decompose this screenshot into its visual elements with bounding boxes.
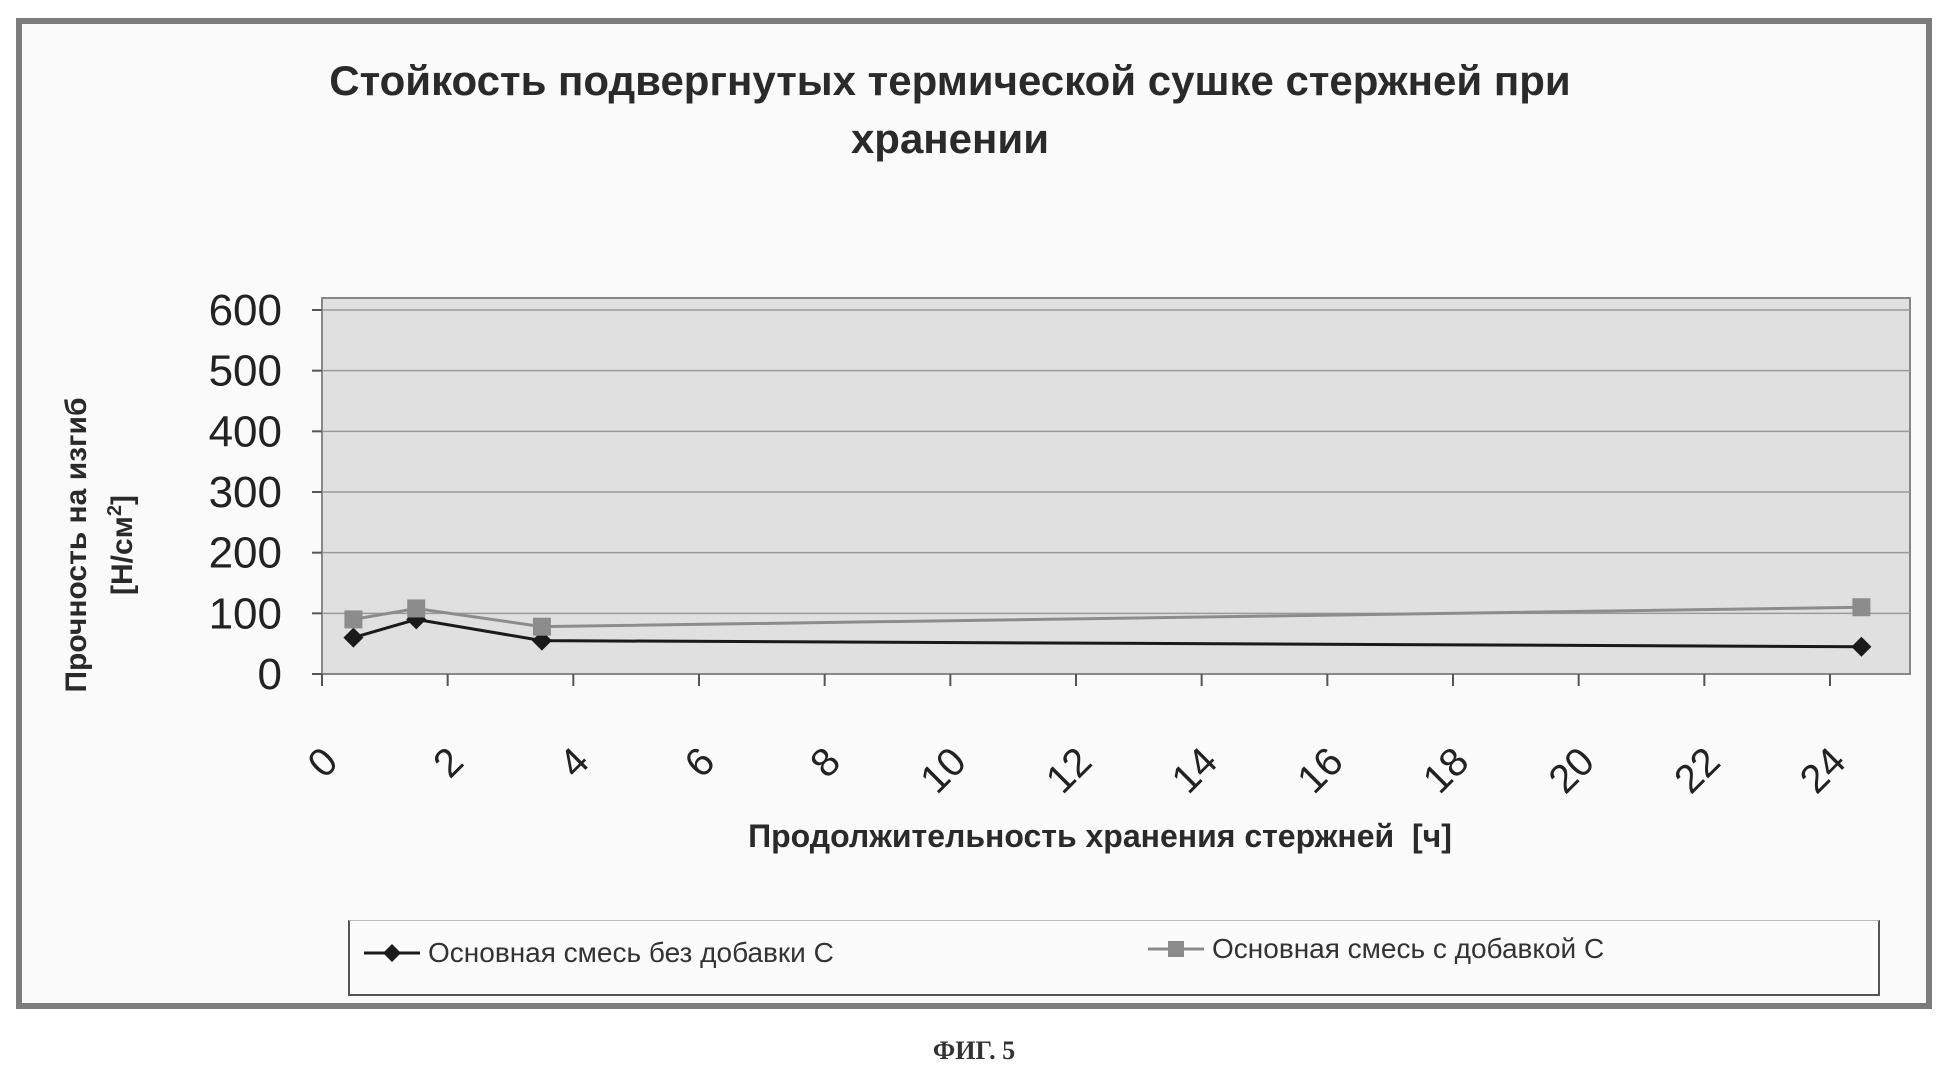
y-tick-label-600: 600 [209,286,282,335]
x-tick-label-20: 20 [1540,739,1603,802]
figure-caption: ФИГ. 5 [932,1036,1016,1065]
x-tick-label-4: 4 [551,739,598,786]
y-axis-label: Прочность на изгиб [Н/см2] [58,335,139,755]
series-1-point-0 [344,610,363,629]
series-lines [343,598,1872,657]
series-1-point-3 [1852,598,1871,617]
legend-label-without-additive: Основная смесь без добавки С [428,937,834,968]
square-marker-icon [1148,941,1204,957]
series-line-0 [352,617,1862,649]
y-axis-label-line2: [Н/см2] [96,335,142,755]
x-tick-label-18: 18 [1415,739,1478,802]
x-tick-label-16: 16 [1289,739,1352,802]
x-tick-label-24: 24 [1792,739,1855,802]
x-tick-label-2: 2 [425,739,472,786]
series-1-point-1 [407,599,426,618]
gridlines [322,309,1910,615]
chart-title: Стойкость подвергнутых термической сушке… [329,57,1571,162]
legend-label-with-additive: Основная смесь с добавкой С [1212,933,1605,964]
diamond-marker-icon [364,944,420,962]
series-0-point-3 [1851,636,1872,657]
x-tick-label-14: 14 [1163,739,1226,802]
y-tick-label-100: 100 [209,589,282,638]
series-1-point-2 [532,617,551,636]
x-tick-label-22: 22 [1666,739,1729,802]
x-axis-label: Продолжительность хранения стержней [ч] [748,818,1452,854]
y-tick-label-500: 500 [209,347,282,396]
x-tick-label-6: 6 [677,739,724,786]
y-axis-unit-close: ] [106,495,139,505]
x-tick-label-12: 12 [1038,739,1101,802]
y-axis-unit: [Н/см [106,516,139,595]
x-tick-label-10: 10 [912,739,975,802]
legend-item-without-additive: Основная смесь без добавки С [364,937,834,969]
x-tick-labels: 0 2 4 6 8 10 12 14 16 18 20 22 24 [300,739,1855,802]
legend-item-with-additive: Основная смесь с добавкой С [1148,933,1604,965]
y-axis-unit-exponent: 2 [104,505,126,517]
y-axis-label-line1: Прочность на изгиб [60,397,93,693]
y-tick-label-0: 0 [258,650,282,699]
legend: Основная смесь без добавки С Основная см… [348,920,1880,996]
x-tick-label-0: 0 [300,739,347,786]
x-tick-label-8: 8 [802,739,849,786]
y-tick-label-400: 400 [209,407,282,456]
series-0-point-0 [343,627,364,648]
series-line-1 [353,605,1862,629]
y-tick-labels: 0 100 200 300 400 500 600 [209,286,282,699]
y-tick-label-300: 300 [209,468,282,517]
axes [312,309,1831,686]
y-tick-label-200: 200 [209,529,282,578]
